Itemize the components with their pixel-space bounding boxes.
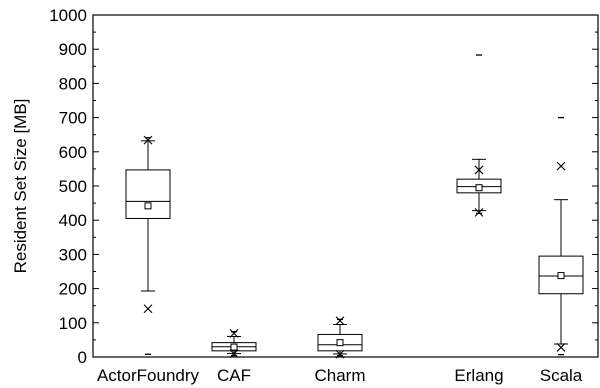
x-tick-label: Scala bbox=[540, 366, 583, 385]
p99-marker bbox=[556, 161, 566, 171]
y-axis-title: Resident Set Size [MB] bbox=[11, 99, 30, 274]
p99-marker bbox=[474, 165, 484, 175]
box-iqr bbox=[125, 169, 171, 219]
y-tick-labels: 0 100 200 300 400 500 600 700 800 900 1000 bbox=[49, 6, 87, 367]
axis-ticks bbox=[93, 14, 598, 358]
box-charm bbox=[317, 316, 363, 359]
mean-marker bbox=[144, 202, 152, 210]
y-tick-label: 0 bbox=[78, 348, 87, 367]
y-tick-label: 100 bbox=[59, 314, 87, 333]
x-tick-labels: ActorFoundry CAF Charm Erlang Scala bbox=[97, 366, 583, 385]
mean-marker bbox=[475, 184, 483, 192]
y-tick-label: 200 bbox=[59, 280, 87, 299]
y-tick-label: 500 bbox=[59, 177, 87, 196]
mean-marker bbox=[336, 339, 344, 347]
y-tick-label: 700 bbox=[59, 109, 87, 128]
p1-marker bbox=[474, 207, 484, 217]
p1-marker bbox=[143, 304, 153, 314]
y-tick-label: 300 bbox=[59, 245, 87, 264]
box-caf bbox=[211, 329, 257, 358]
mean-marker bbox=[557, 272, 565, 280]
box-actorfoundry bbox=[125, 135, 171, 355]
x-tick-label: CAF bbox=[217, 366, 251, 385]
p1-marker bbox=[556, 343, 566, 352]
y-tick-label: 800 bbox=[59, 74, 87, 93]
y-tick-label: 900 bbox=[59, 40, 87, 59]
x-tick-label: Erlang bbox=[454, 366, 503, 385]
y-tick-label: 1000 bbox=[49, 6, 87, 25]
box-series bbox=[125, 54, 584, 359]
x-tick-label: ActorFoundry bbox=[97, 366, 200, 385]
box-erlang bbox=[456, 54, 502, 217]
mean-marker bbox=[230, 343, 238, 351]
x-tick-label: Charm bbox=[314, 366, 365, 385]
p99-marker bbox=[229, 329, 239, 338]
y-tick-label: 600 bbox=[59, 143, 87, 162]
p99-marker bbox=[335, 316, 345, 326]
p1-marker bbox=[335, 349, 345, 359]
y-tick-label: 400 bbox=[59, 211, 87, 230]
box-scala bbox=[538, 116, 584, 356]
